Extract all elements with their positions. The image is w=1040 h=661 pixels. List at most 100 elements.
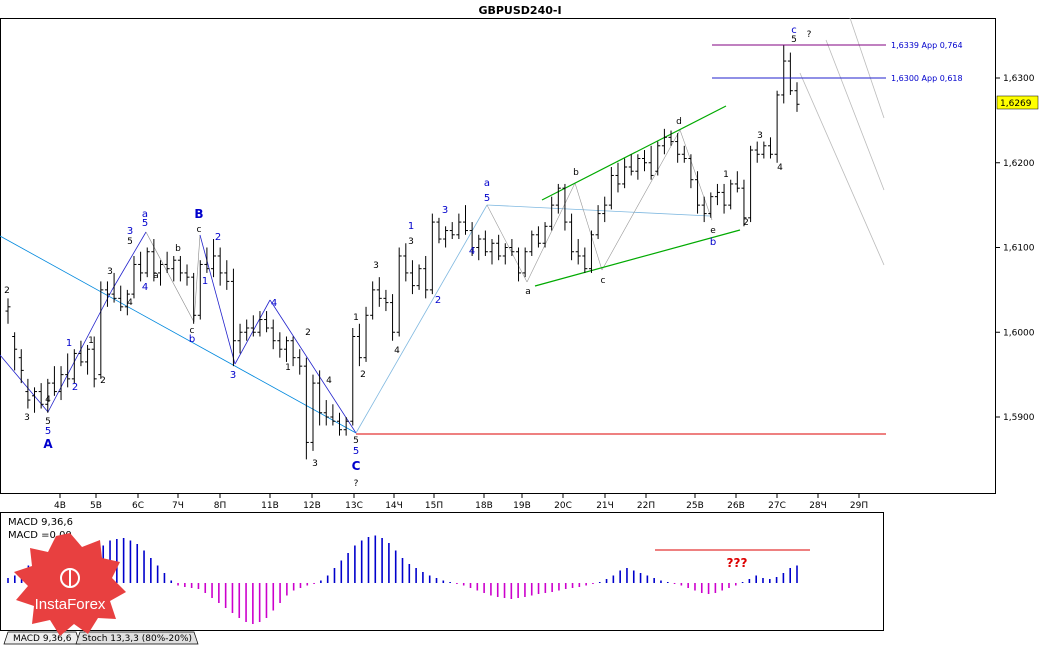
trend-line [799,72,885,266]
wave-label: 5 [353,446,359,457]
price-bar [582,247,588,273]
price-bar [250,315,256,337]
wave-label: 2 [100,376,106,386]
price-bar [350,328,356,426]
price-bar [257,311,263,337]
trend-line [193,234,201,323]
price-axis: 1,5900 1,6000 1,6100 1,6200 1,6300 [996,74,1035,423]
price-levels: 1,6339 App 0,764 1,6300 App 0,618 [356,41,963,435]
price-bar [449,222,455,240]
tab-stoch[interactable] [75,631,199,645]
time-tick-label: 27С [768,501,786,511]
wave-label: 3 [24,413,30,423]
price-bar [383,289,389,312]
price-bar [376,277,382,307]
price-bar [622,158,628,189]
price-bar [363,306,369,362]
price-bar [217,247,223,286]
price-bar [71,349,77,384]
price-bar [264,311,270,333]
fib-level-0618-label: 1,6300 App 0,618 [891,74,963,83]
wave-label: 3 [127,226,133,237]
price-bar [124,289,130,316]
price-bar [104,281,110,307]
wave-label: a [484,178,490,189]
price-bar [781,44,787,104]
wave-label: 1 [202,276,208,287]
price-bar [237,323,243,354]
price-bar [734,171,740,193]
price-bar [409,260,415,295]
price-bar [91,336,97,388]
price-bar [496,234,502,261]
trend-line [526,182,576,283]
price-bar [774,90,780,163]
wave-label: 4 [469,246,475,257]
wave-label: 3 [442,205,448,216]
time-tick-label: 22П [637,501,655,511]
wave-label: 2 [305,328,311,338]
wave-label: a [153,271,159,281]
price-bar [767,137,773,159]
time-tick-label: 15П [425,501,443,511]
price-bar [337,412,343,436]
price-bar [32,387,38,413]
wave-label: 5 [353,436,359,446]
logo-text: InstaForex [35,596,106,613]
price-bar [615,162,621,193]
price-bar [416,264,422,290]
price-bar [489,239,495,265]
price-bar [714,183,720,206]
price-bar [171,255,177,282]
wave-label: e [710,226,716,236]
price-bar [303,357,309,460]
wave-label: 3 [312,459,318,469]
wave-label: a [142,209,148,220]
wave-label: ? [807,30,812,40]
price-bar [191,272,197,324]
price-bar [277,332,283,358]
trend-line [534,229,741,287]
price-bar [111,272,117,303]
price-bar [370,281,376,320]
price-bar [469,222,475,256]
price-bar [423,255,429,299]
wave-label: 3 [373,261,379,271]
price-bar [555,183,561,214]
price-bar [529,230,535,256]
price-bar [197,260,203,320]
price-bar [151,239,157,282]
wave-label: 2 [743,218,749,228]
time-tick-label: 26В [727,501,745,511]
wave-label: 1 [408,221,414,232]
time-axis: 4В 5В 6С 7Ч 8П 11В 12В 13С 14Ч 15П 18В 19В 20С 21Ч 22П… [54,494,868,511]
price-bar [131,255,137,299]
time-tick-label: 4В [54,501,66,511]
time-tick-label: 12В [303,501,321,511]
wave-label: 2 [360,370,366,380]
price-bar [761,141,767,159]
trend-line [269,299,357,434]
time-tick-label: 25В [686,501,704,511]
wave-label: 4 [271,298,277,309]
macd-legend-params: MACD 9,36,6 [8,517,73,528]
price-bar [748,145,754,223]
wave-label: 5 [142,218,148,229]
price-bar [794,82,800,112]
trend-line [0,354,49,413]
time-tick-label: 6С [132,501,144,511]
wave-label: a [525,287,531,297]
price-bar [184,264,190,286]
price-bar [330,404,336,426]
price-bar [688,154,694,189]
wave-label: 3 [408,237,414,247]
price-bar [787,52,793,95]
price-bar [668,130,674,146]
wave-label: c [601,276,606,286]
price-bar [462,205,468,235]
price-bar [476,234,482,261]
price-bar [456,213,462,240]
price-bar [204,247,210,273]
wave-label: b [189,334,195,345]
